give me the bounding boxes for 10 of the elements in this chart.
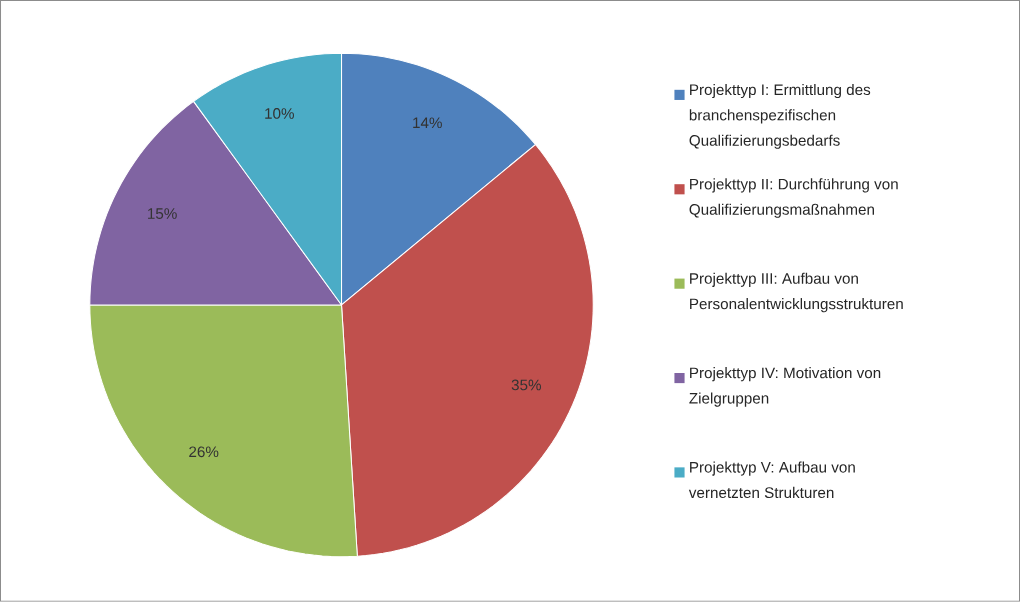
legend-label: Projekttyp IV: Motivation von Zielgruppen [689, 367, 881, 407]
data-label: 26% [189, 446, 219, 458]
legend-label: Projekttyp II: Durchführung von Qualifizierungsmaßnahmen [689, 178, 898, 218]
legend-label: Projekttyp V: Aufbau von vernetzten Strukturen [688, 461, 855, 499]
data-label: 15% [148, 208, 177, 219]
data-label: 10% [265, 108, 294, 119]
data-label: 14% [413, 117, 442, 129]
legend-label: Projekttyp III: Aufbau von Personalentwicklungsstrukturen [690, 272, 903, 313]
data-label: 35% [511, 379, 542, 391]
legend-label: Projekttyp I: Ermittlung des branchenspezifischen Qualifizierungsbedarfs [689, 84, 871, 149]
